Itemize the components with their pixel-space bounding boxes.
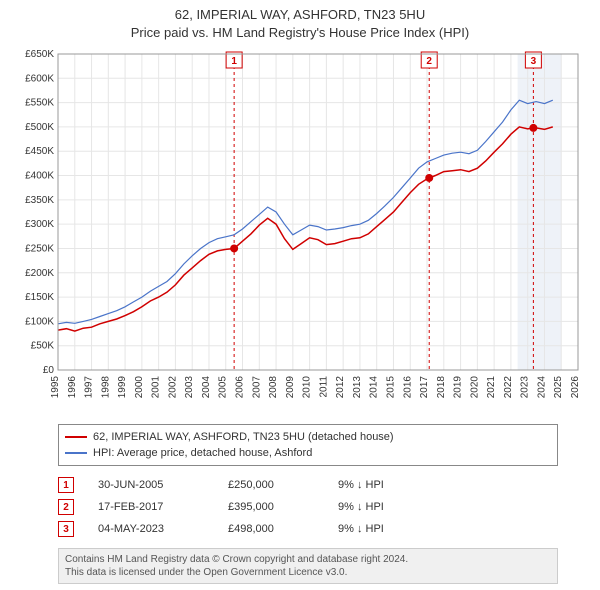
svg-text:2022: 2022 xyxy=(503,376,514,399)
svg-text:2017: 2017 xyxy=(419,376,430,399)
svg-text:2024: 2024 xyxy=(536,376,547,399)
legend-item-property: 62, IMPERIAL WAY, ASHFORD, TN23 5HU (det… xyxy=(65,429,551,445)
svg-text:£250K: £250K xyxy=(25,244,54,255)
svg-text:2020: 2020 xyxy=(469,376,480,399)
marker-price-3: £498,000 xyxy=(228,523,338,535)
svg-text:2008: 2008 xyxy=(268,376,279,399)
svg-text:2014: 2014 xyxy=(369,376,380,399)
marker-diff-1: 9% ↓ HPI xyxy=(338,479,458,491)
svg-text:2003: 2003 xyxy=(184,376,195,399)
title-line-2: Price paid vs. HM Land Registry's House … xyxy=(0,24,600,42)
chart-svg: £0 £50K £100K £150K £200K £250K £300K £350K £400… xyxy=(10,48,590,418)
legend-label-hpi: HPI: Average price, detached house, Ashf… xyxy=(93,447,312,459)
svg-text:£600K: £600K xyxy=(25,74,54,85)
svg-text:2002: 2002 xyxy=(167,376,178,399)
svg-text:£50K: £50K xyxy=(31,341,55,352)
marker-price-2: £395,000 xyxy=(228,501,338,513)
svg-text:2009: 2009 xyxy=(285,376,296,399)
marker-date-3: 04-MAY-2023 xyxy=(98,523,228,535)
legend-label-property: 62, IMPERIAL WAY, ASHFORD, TN23 5HU (det… xyxy=(93,431,394,443)
svg-text:2015: 2015 xyxy=(385,376,396,399)
marker-diff-2: 9% ↓ HPI xyxy=(338,501,458,513)
svg-text:£0: £0 xyxy=(43,365,55,376)
marker-date-1: 30-JUN-2005 xyxy=(98,479,228,491)
title-line-1: 62, IMPERIAL WAY, ASHFORD, TN23 5HU xyxy=(0,6,600,24)
svg-text:£200K: £200K xyxy=(25,268,54,279)
marker-price-1: £250,000 xyxy=(228,479,338,491)
svg-text:2021: 2021 xyxy=(486,376,497,399)
svg-text:£350K: £350K xyxy=(25,195,54,206)
svg-text:2: 2 xyxy=(426,56,432,67)
svg-text:2010: 2010 xyxy=(302,376,313,399)
svg-text:2026: 2026 xyxy=(570,376,581,399)
marker-badge-3: 3 xyxy=(58,521,74,537)
svg-text:1999: 1999 xyxy=(117,376,128,399)
legend: 62, IMPERIAL WAY, ASHFORD, TN23 5HU (det… xyxy=(58,424,558,466)
price-chart: £0 £50K £100K £150K £200K £250K £300K £350K £400… xyxy=(10,48,590,418)
svg-text:2018: 2018 xyxy=(436,376,447,399)
svg-text:1998: 1998 xyxy=(100,376,111,399)
legend-item-hpi: HPI: Average price, detached house, Ashf… xyxy=(65,445,551,461)
marker-badge-2: 2 xyxy=(58,499,74,515)
svg-text:2011: 2011 xyxy=(318,376,329,398)
attribution-footer: Contains HM Land Registry data © Crown c… xyxy=(58,548,558,584)
svg-text:2007: 2007 xyxy=(251,376,262,399)
svg-text:£650K: £650K xyxy=(25,49,54,60)
svg-text:2023: 2023 xyxy=(520,376,531,399)
marker-row-1: 1 30-JUN-2005 £250,000 9% ↓ HPI xyxy=(58,474,558,496)
svg-text:2025: 2025 xyxy=(553,376,564,399)
svg-text:1997: 1997 xyxy=(84,376,95,399)
footer-line-1: Contains HM Land Registry data © Crown c… xyxy=(65,553,551,566)
svg-text:2012: 2012 xyxy=(335,376,346,399)
svg-text:2005: 2005 xyxy=(218,376,229,399)
svg-text:£150K: £150K xyxy=(25,292,54,303)
marker-diff-3: 9% ↓ HPI xyxy=(338,523,458,535)
marker-row-3: 3 04-MAY-2023 £498,000 9% ↓ HPI xyxy=(58,518,558,540)
svg-text:£400K: £400K xyxy=(25,171,54,182)
svg-text:£550K: £550K xyxy=(25,98,54,109)
svg-text:2019: 2019 xyxy=(453,376,464,399)
marker-badge-1: 1 xyxy=(58,477,74,493)
svg-text:2001: 2001 xyxy=(151,376,162,399)
svg-text:£500K: £500K xyxy=(25,122,54,133)
svg-text:2000: 2000 xyxy=(134,376,145,399)
svg-text:3: 3 xyxy=(531,56,537,67)
markers-table: 1 30-JUN-2005 £250,000 9% ↓ HPI 2 17-FEB… xyxy=(58,474,558,540)
legend-swatch-property xyxy=(65,436,87,438)
svg-text:2004: 2004 xyxy=(201,376,212,399)
svg-text:2006: 2006 xyxy=(235,376,246,399)
svg-text:1: 1 xyxy=(231,56,237,67)
marker-row-2: 2 17-FEB-2017 £395,000 9% ↓ HPI xyxy=(58,496,558,518)
svg-text:2016: 2016 xyxy=(402,376,413,399)
svg-text:£450K: £450K xyxy=(25,147,54,158)
footer-line-2: This data is licensed under the Open Gov… xyxy=(65,566,551,579)
svg-text:£100K: £100K xyxy=(25,317,54,328)
marker-date-2: 17-FEB-2017 xyxy=(98,501,228,513)
svg-text:1996: 1996 xyxy=(67,376,78,399)
svg-text:£300K: £300K xyxy=(25,220,54,231)
legend-swatch-hpi xyxy=(65,452,87,454)
svg-text:1995: 1995 xyxy=(50,376,61,399)
svg-text:2013: 2013 xyxy=(352,376,363,399)
chart-title-block: 62, IMPERIAL WAY, ASHFORD, TN23 5HU Pric… xyxy=(0,0,600,44)
